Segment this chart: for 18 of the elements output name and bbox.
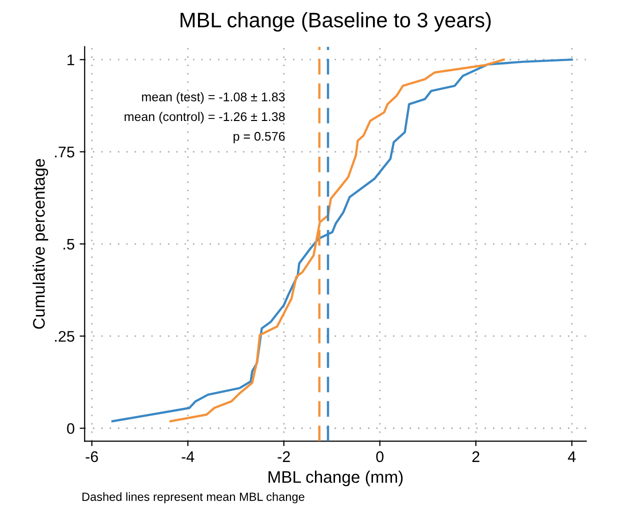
annotation: mean (control) = -1.26 ± 1.38 — [124, 112, 285, 124]
y-tick-label: 1 — [68, 54, 74, 66]
y-tick-label: .5 — [64, 238, 74, 250]
x-tick-label: -2 — [278, 451, 290, 462]
y-tick-label: .25 — [55, 330, 74, 342]
x-tick-label: 4 — [568, 451, 576, 462]
x-axis-title: MBL change (mm) — [268, 470, 403, 486]
y-tick-label: 0 — [67, 423, 74, 434]
y-axis-title: Cumulative percentage — [32, 158, 48, 329]
annotation: p = 0.576 — [234, 132, 285, 144]
text: Dashed lines represent mean MBL change — [82, 492, 304, 504]
x-tick-label: 2 — [472, 451, 480, 462]
x-tick-label: -6 — [86, 451, 98, 462]
x-tick-label: -4 — [182, 451, 194, 462]
y-tick-label: .75 — [55, 146, 74, 158]
annotation: mean (test) = -1.08 ± 1.83 — [142, 92, 285, 104]
x-tick-label: 0 — [376, 451, 384, 462]
chart-title: MBL change (Baseline to 3 years) — [180, 12, 491, 32]
